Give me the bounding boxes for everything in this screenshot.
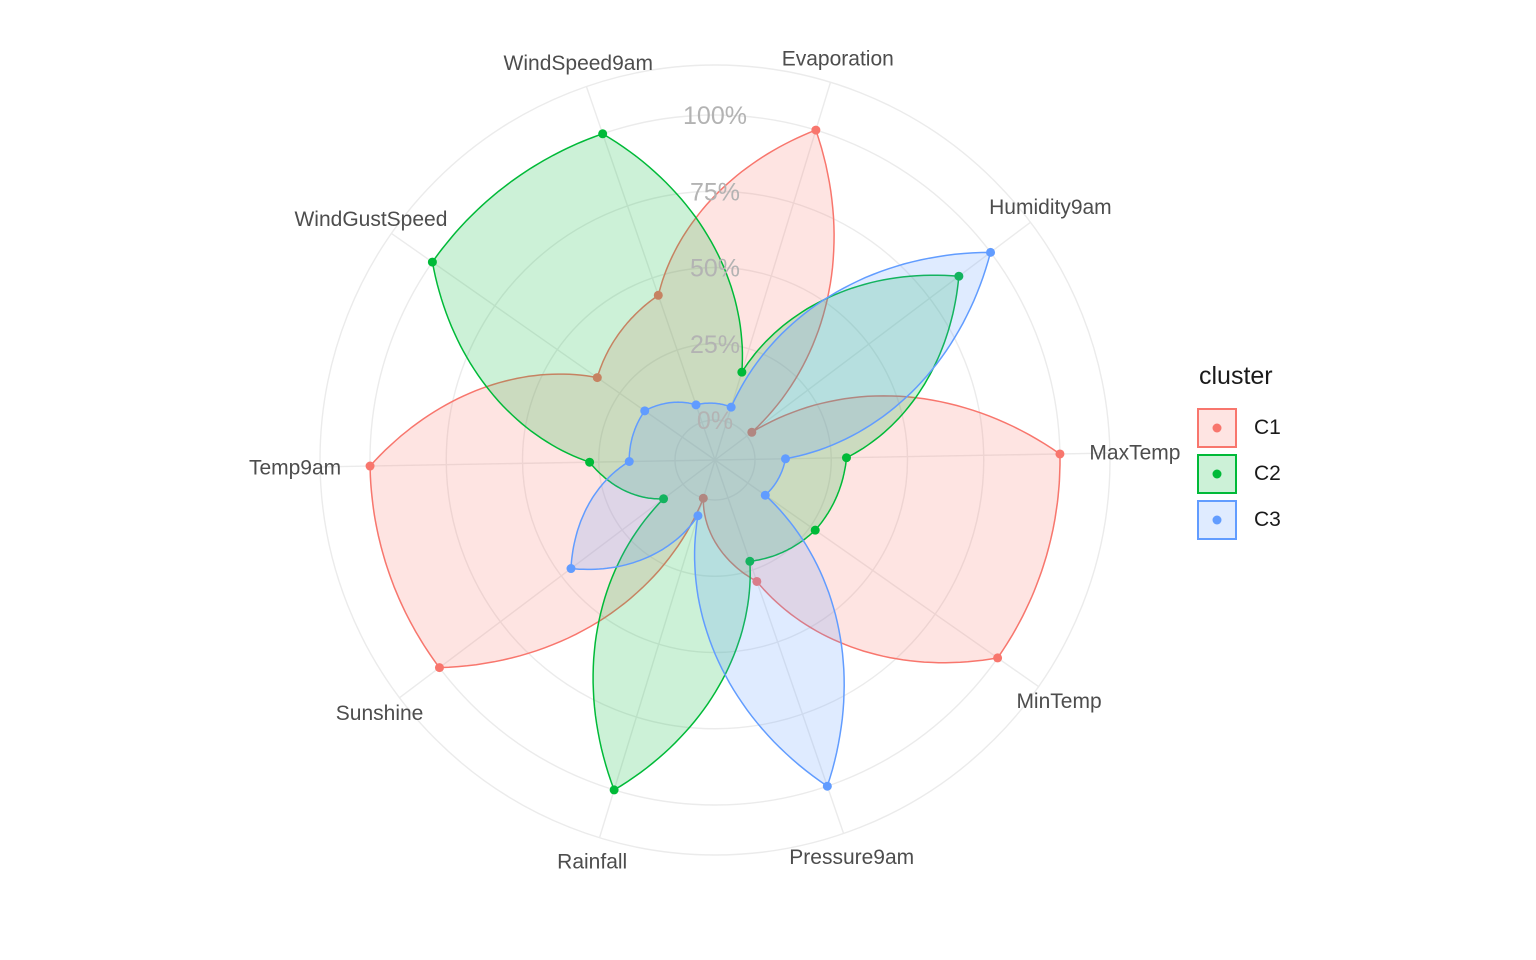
series-c2-point: [659, 494, 669, 504]
series-c3-point: [624, 456, 634, 466]
series-c1-point: [592, 373, 602, 383]
series-c1-point: [752, 576, 762, 586]
series-c2-point: [841, 453, 851, 463]
legend-items: C1 C2 C3: [1197, 405, 1327, 543]
grid-spoke: [585, 86, 716, 461]
legend-label: C3: [1254, 508, 1281, 531]
grid-ring: [598, 343, 832, 577]
axis-label-windgustspeed: WindGustSpeed: [294, 208, 447, 231]
series-c3-point: [691, 400, 701, 410]
legend: cluster C1 C2 C3: [1197, 362, 1327, 543]
series-c1-point: [434, 663, 444, 673]
radial-tick-label: 25%: [690, 331, 740, 359]
series-c1-point: [365, 461, 375, 471]
legend-item-c3: C3: [1197, 497, 1327, 543]
axis-label-windspeed9am: WindSpeed9am: [504, 52, 653, 75]
legend-key-c2: [1197, 454, 1237, 494]
series-c2-point: [737, 367, 747, 377]
legend-key-c3: [1197, 500, 1237, 540]
axis-label-humidity9am: Humidity9am: [989, 196, 1112, 219]
grid-spoke: [714, 459, 845, 834]
radial-tick-label: 0%: [697, 407, 733, 435]
radar-series: [365, 125, 1065, 795]
grid-spoke: [714, 452, 1110, 461]
radial-tick-label: 100%: [683, 102, 747, 130]
axis-label-sunshine: Sunshine: [336, 702, 424, 725]
series-c2-point: [810, 525, 820, 535]
grid-ring: [445, 190, 985, 730]
radial-tick-label: 75%: [690, 178, 740, 206]
legend-key-c1: [1197, 408, 1237, 448]
series-c1-point: [747, 427, 757, 437]
grid-spoke: [320, 459, 716, 468]
series-c3-point: [693, 511, 703, 521]
grid-spoke: [391, 232, 716, 461]
legend-label: C2: [1254, 462, 1281, 485]
series-c2-point: [585, 457, 595, 467]
grid-spoke: [598, 459, 716, 838]
series-c1-point: [1055, 449, 1065, 459]
series-c1-point: [698, 493, 708, 503]
axis-label-temp9am: Temp9am: [249, 456, 341, 479]
series-c2-point: [427, 257, 437, 267]
legend-item-c1: C1: [1197, 405, 1327, 451]
radial-tick-label: 50%: [690, 255, 740, 283]
series-c3-point: [566, 564, 576, 574]
series-c1-point: [653, 290, 663, 300]
series-c2-point: [609, 785, 619, 795]
grid-spoke: [714, 82, 832, 461]
series-c3-point: [640, 406, 650, 416]
legend-label: C1: [1254, 416, 1281, 439]
legend-dot: [1212, 469, 1222, 479]
axis-label-evaporation: Evaporation: [782, 47, 894, 70]
series-c3-point: [822, 781, 832, 791]
series-c3-point: [780, 454, 790, 464]
axis-label-pressure9am: Pressure9am: [789, 846, 914, 869]
axis-label-maxtemp: MaxTemp: [1089, 442, 1180, 465]
grid-spoke: [714, 221, 1031, 461]
series-c1-point: [993, 653, 1003, 663]
series-c2-point: [745, 556, 755, 566]
series-c3-point: [726, 402, 736, 412]
series-c2-point: [954, 271, 964, 281]
legend-title: cluster: [1199, 362, 1273, 390]
legend-item-c2: C2: [1197, 451, 1327, 497]
grid-ring: [319, 64, 1111, 856]
legend-dot: [1212, 423, 1222, 433]
series-c3-point: [760, 490, 770, 500]
legend-dot: [1212, 515, 1222, 525]
axis-label-mintemp: MinTemp: [1016, 690, 1101, 713]
series-c1-point: [811, 125, 821, 135]
series-c2-point: [598, 129, 608, 139]
axis-label-rainfall: Rainfall: [557, 851, 627, 874]
radar-labels: 0% 25% 50% 75% 100% Evaporation Humidity9am Max…: [249, 47, 1180, 873]
series-c3-point: [986, 247, 996, 257]
